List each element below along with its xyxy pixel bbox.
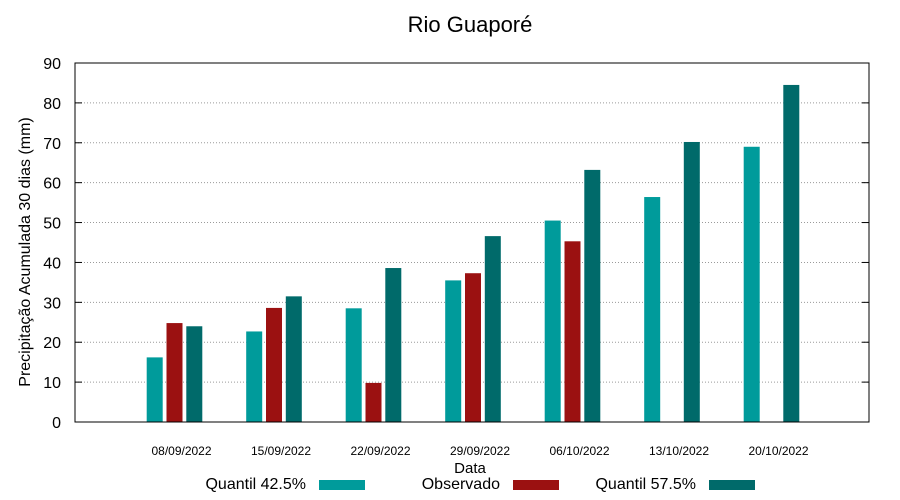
bar [484, 236, 501, 422]
chart-title: Rio Guaporé [408, 12, 533, 37]
gridlines [75, 102, 869, 383]
legend-swatch [513, 480, 559, 490]
bar [564, 241, 581, 422]
bar [186, 326, 203, 422]
y-axis: 0 10 20 30 40 50 60 70 80 90 [43, 56, 869, 432]
bar [166, 323, 183, 422]
bar [285, 296, 302, 422]
y-tick-label: 30 [43, 295, 61, 312]
y-tick-label: 20 [43, 335, 61, 352]
legend-label: Quantil 42.5% [205, 476, 306, 493]
x-tick-label: 22/09/2022 [350, 444, 410, 458]
plot-frame [74, 62, 870, 423]
x-axis-label: Data [454, 460, 486, 477]
bar [544, 220, 561, 422]
x-tick-label: 29/09/2022 [450, 444, 510, 458]
y-tick-label: 90 [43, 56, 61, 73]
y-tick-label: 40 [43, 255, 61, 272]
bar [743, 146, 760, 422]
bar [465, 273, 481, 422]
bar [385, 268, 402, 422]
y-tick-label: 0 [52, 415, 61, 432]
x-tick-label: 08/09/2022 [151, 444, 211, 458]
bar [266, 307, 282, 422]
x-tick-label: 13/10/2022 [649, 444, 709, 458]
bar [146, 357, 163, 422]
bar [584, 169, 601, 422]
legend-swatch [709, 480, 755, 490]
y-tick-label: 80 [43, 96, 61, 113]
y-tick-label: 70 [43, 136, 61, 153]
legend-swatch [319, 480, 365, 490]
legend: Quantil 42.5% Observado Quantil 57.5% [205, 476, 755, 493]
y-tick-label: 50 [43, 216, 61, 233]
bar [445, 280, 462, 422]
y-axis-label: Precipitação Acumulada 30 dias (mm) [17, 117, 34, 386]
bar [345, 308, 362, 422]
y-tick-label: 10 [43, 375, 61, 392]
bar [644, 197, 661, 422]
y-tick-label: 60 [43, 176, 61, 193]
bar [365, 382, 382, 422]
x-tick-label: 06/10/2022 [549, 444, 609, 458]
legend-label: Observado [422, 476, 500, 493]
bar [683, 141, 700, 423]
x-tick-label: 15/09/2022 [251, 444, 311, 458]
bar [783, 84, 800, 422]
x-axis: 08/09/2022 15/09/2022 22/09/2022 29/09/2022… [151, 444, 808, 458]
legend-label: Quantil 57.5% [595, 476, 696, 493]
bars [146, 84, 800, 423]
x-tick-label: 20/10/2022 [748, 444, 808, 458]
bar [246, 331, 263, 422]
